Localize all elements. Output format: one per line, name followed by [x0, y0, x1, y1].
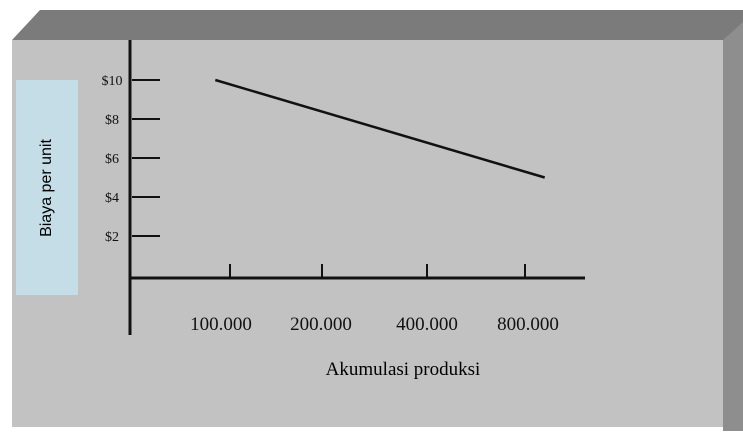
series-group [214, 78, 546, 179]
x-axis-label: Akumulasi produksi [326, 359, 481, 380]
y-tick-label: $8 [105, 113, 119, 128]
x-tick-label: 400.000 [396, 314, 458, 335]
y-tick-label: $4 [105, 191, 119, 206]
y-tick-label: $2 [105, 230, 119, 245]
panel-top-face [12, 10, 743, 40]
series-line [214, 78, 546, 179]
y-ticks-group: $2 $4 $6 $8 $10 [102, 74, 160, 245]
y-tick-label: $10 [102, 74, 123, 89]
x-tick-label: 100.000 [190, 314, 252, 335]
x-tick-label: 800.000 [497, 314, 559, 335]
ylabel-box [16, 80, 78, 295]
x-tick-label: 200.000 [290, 314, 352, 335]
panel-side-face [723, 22, 743, 431]
x-ticks-group: 100.000 200.000 400.000 800.000 [190, 264, 559, 335]
y-axis-label: Biaya per unit [38, 139, 55, 237]
y-tick-label: $6 [105, 152, 119, 167]
